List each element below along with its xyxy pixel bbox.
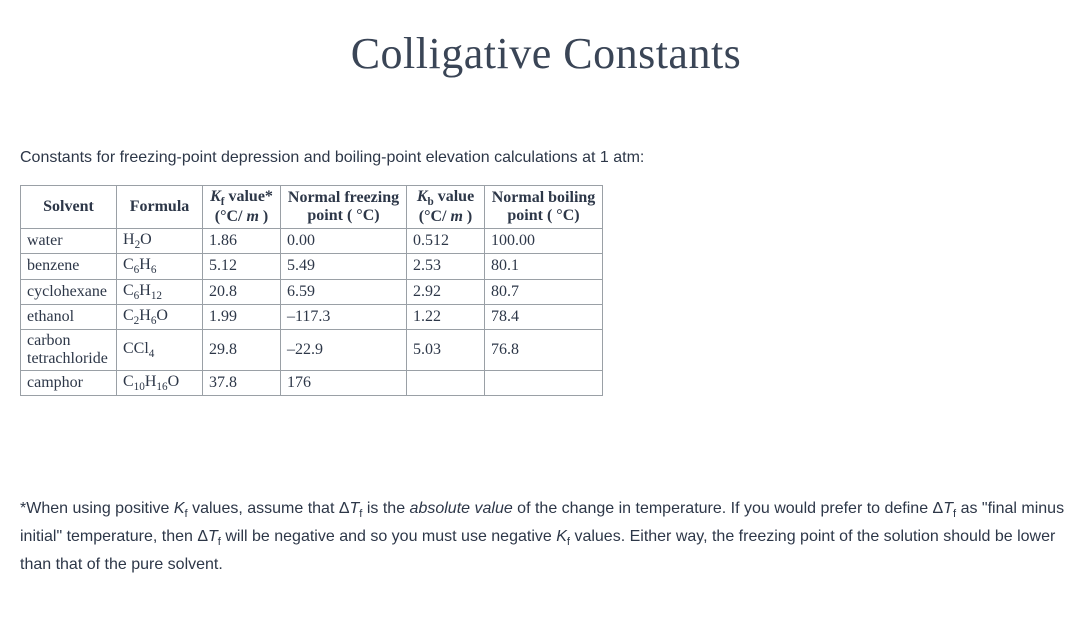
cell-kf: 1.86 bbox=[203, 229, 281, 254]
cell-formula: H2O bbox=[117, 229, 203, 254]
cell-kf: 37.8 bbox=[203, 370, 281, 395]
cell-kf: 20.8 bbox=[203, 279, 281, 304]
fn-seg3: of the change in temperature. If you wou… bbox=[513, 500, 944, 517]
fn-seg1: values, assume that Δ bbox=[188, 500, 350, 517]
kb-unit-m: m bbox=[450, 208, 462, 225]
page-title: Colligative Constants bbox=[20, 28, 1072, 79]
cell-nfp: 5.49 bbox=[281, 254, 407, 279]
table-row: cyclohexaneC6H1220.86.592.9280.7 bbox=[21, 279, 603, 304]
kb-symbol: K bbox=[417, 188, 428, 205]
cell-kb: 2.92 bbox=[407, 279, 485, 304]
fn-kf: K bbox=[174, 500, 185, 517]
table-row: ethanolC2H6O1.99–117.31.2278.4 bbox=[21, 304, 603, 329]
cell-nbp: 80.1 bbox=[485, 254, 603, 279]
cell-formula: C2H6O bbox=[117, 304, 203, 329]
kf-unit-m: m bbox=[246, 208, 258, 225]
intro-text: Constants for freezing-point depression … bbox=[20, 149, 1072, 167]
cell-solvent: benzene bbox=[21, 254, 117, 279]
cell-kf: 29.8 bbox=[203, 329, 281, 370]
fn-t3: T bbox=[208, 528, 218, 545]
fn-seg5: will be negative and so you must use neg… bbox=[221, 528, 556, 545]
cell-kf: 5.12 bbox=[203, 254, 281, 279]
kf-unit-close: ) bbox=[259, 208, 268, 225]
cell-kb: 5.03 bbox=[407, 329, 485, 370]
cell-solvent: cyclohexane bbox=[21, 279, 117, 304]
cell-kb: 2.53 bbox=[407, 254, 485, 279]
kb-suffix: value bbox=[434, 188, 474, 205]
cell-solvent: carbon tetrachloride bbox=[21, 329, 117, 370]
nbp-l1: Normal boiling bbox=[492, 189, 596, 206]
cell-solvent: camphor bbox=[21, 370, 117, 395]
cell-kb: 1.22 bbox=[407, 304, 485, 329]
cell-kf: 1.99 bbox=[203, 304, 281, 329]
cell-nbp: 78.4 bbox=[485, 304, 603, 329]
fn-t2: T bbox=[943, 500, 953, 517]
constants-table: Solvent Formula Kf value* (°C/ m ) Norma… bbox=[20, 185, 603, 396]
cell-formula: CCl4 bbox=[117, 329, 203, 370]
cell-nbp: 80.7 bbox=[485, 279, 603, 304]
col-solvent: Solvent bbox=[21, 186, 117, 229]
cell-formula: C10H16O bbox=[117, 370, 203, 395]
nfp-l2: point ( °C) bbox=[307, 207, 379, 224]
fn-prefix: *When using positive bbox=[20, 500, 174, 517]
cell-nfp: –117.3 bbox=[281, 304, 407, 329]
table-row: waterH2O1.860.000.512100.00 bbox=[21, 229, 603, 254]
table-row: benzeneC6H65.125.492.5380.1 bbox=[21, 254, 603, 279]
fn-seg2: is the bbox=[362, 500, 409, 517]
kb-unit-open: (°C/ bbox=[419, 208, 451, 225]
table-row: carbon tetrachlorideCCl429.8–22.95.0376.… bbox=[21, 329, 603, 370]
kf-symbol: K bbox=[210, 188, 221, 205]
cell-formula: C6H12 bbox=[117, 279, 203, 304]
col-formula: Formula bbox=[117, 186, 203, 229]
col-nfp: Normal freezing point ( °C) bbox=[281, 186, 407, 229]
col-nbp: Normal boiling point ( °C) bbox=[485, 186, 603, 229]
cell-solvent: water bbox=[21, 229, 117, 254]
nbp-l2: point ( °C) bbox=[507, 207, 579, 224]
cell-nbp bbox=[485, 370, 603, 395]
kf-unit-open: (°C/ bbox=[215, 208, 247, 225]
col-kf: Kf value* (°C/ m ) bbox=[203, 186, 281, 229]
kb-unit-close: ) bbox=[463, 208, 472, 225]
cell-formula: C6H6 bbox=[117, 254, 203, 279]
cell-nfp: 0.00 bbox=[281, 229, 407, 254]
cell-kb: 0.512 bbox=[407, 229, 485, 254]
table-header-row: Solvent Formula Kf value* (°C/ m ) Norma… bbox=[21, 186, 603, 229]
cell-nfp: 6.59 bbox=[281, 279, 407, 304]
nfp-l1: Normal freezing bbox=[288, 189, 399, 206]
fn-kf2: K bbox=[556, 528, 567, 545]
cell-solvent: ethanol bbox=[21, 304, 117, 329]
cell-nbp: 100.00 bbox=[485, 229, 603, 254]
cell-kb bbox=[407, 370, 485, 395]
cell-nfp: 176 bbox=[281, 370, 407, 395]
fn-abs: absolute value bbox=[410, 500, 513, 517]
cell-nbp: 76.8 bbox=[485, 329, 603, 370]
table-row: camphorC10H16O37.8176 bbox=[21, 370, 603, 395]
fn-t1: T bbox=[350, 500, 360, 517]
cell-nfp: –22.9 bbox=[281, 329, 407, 370]
kf-suffix: value* bbox=[224, 188, 272, 205]
footnote: *When using positive Kf values, assume t… bbox=[20, 496, 1072, 578]
col-kb: Kb value (°C/ m ) bbox=[407, 186, 485, 229]
